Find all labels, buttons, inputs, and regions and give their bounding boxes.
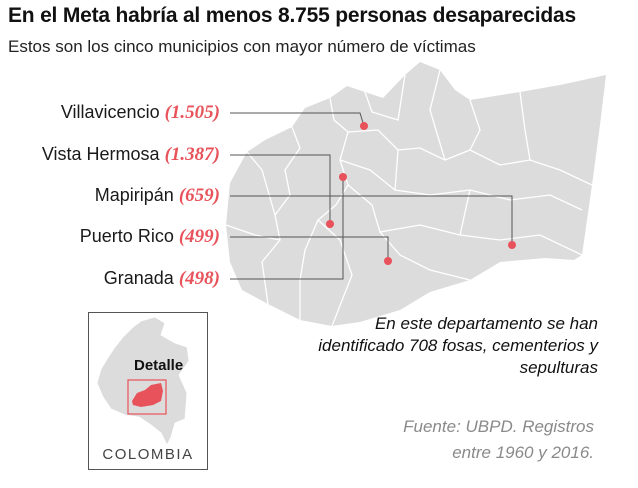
- detail-frame: [127, 379, 167, 415]
- marker-villavicencio: [360, 122, 368, 130]
- victim-count: (1.387): [164, 144, 220, 165]
- marker-mapiripan: [508, 241, 516, 249]
- label-granada: Granada (498): [104, 268, 220, 290]
- label-mapiripan: Mapiripán (659): [95, 185, 220, 207]
- detail-label: Detalle: [134, 357, 184, 374]
- leader-granada: [230, 177, 344, 280]
- country-label: COLOMBIA: [102, 446, 194, 463]
- municipality-name: Mapiripán: [94, 185, 174, 205]
- leader-puerto-rico: [230, 236, 389, 261]
- victim-count: (499): [178, 226, 220, 247]
- label-villavicencio: Villavicencio (1.505): [61, 102, 220, 124]
- map-title: En el Meta habría al menos 8.755 persona…: [8, 4, 576, 27]
- locator-inset: Detalle COLOMBIA: [88, 312, 208, 470]
- victim-count: (1.505): [164, 102, 220, 123]
- marker-granada: [339, 173, 347, 181]
- colombia-shape: [96, 316, 190, 446]
- colombia-outline: [96, 316, 190, 446]
- municipality-name: Granada: [103, 268, 174, 288]
- leader-vista-hermosa: [230, 154, 331, 224]
- meta-department-shape: [226, 62, 606, 326]
- label-puerto-rico: Puerto Rico (499): [80, 226, 220, 248]
- municipality-name: Puerto Rico: [79, 226, 174, 246]
- fosas-note: En este departamento se han identificado…: [318, 314, 598, 377]
- marker-vista-hermosa: [326, 220, 334, 228]
- leader-villavicencio: [230, 112, 365, 127]
- municipality-name: Vista Hermosa: [41, 144, 160, 164]
- meta-highlight: [132, 383, 163, 407]
- leader-mapiripan: [230, 195, 513, 245]
- victim-count: (498): [178, 268, 220, 289]
- map-subtitle: Estos son los cinco municipios con mayor…: [8, 37, 476, 56]
- marker-puerto-rico: [384, 257, 392, 265]
- source-line-1: Fuente: UBPD. Registros: [403, 417, 594, 436]
- source-line-2: entre 1960 y 2016.: [452, 443, 594, 462]
- source-credit: Fuente: UBPD. Registros entre 1960 y 201…: [334, 414, 594, 466]
- label-vista-hermosa: Vista Hermosa (1.387): [42, 144, 220, 166]
- victim-count: (659): [178, 185, 220, 206]
- municipal-borders: [225, 69, 593, 327]
- municipality-name: Villavicencio: [60, 102, 160, 122]
